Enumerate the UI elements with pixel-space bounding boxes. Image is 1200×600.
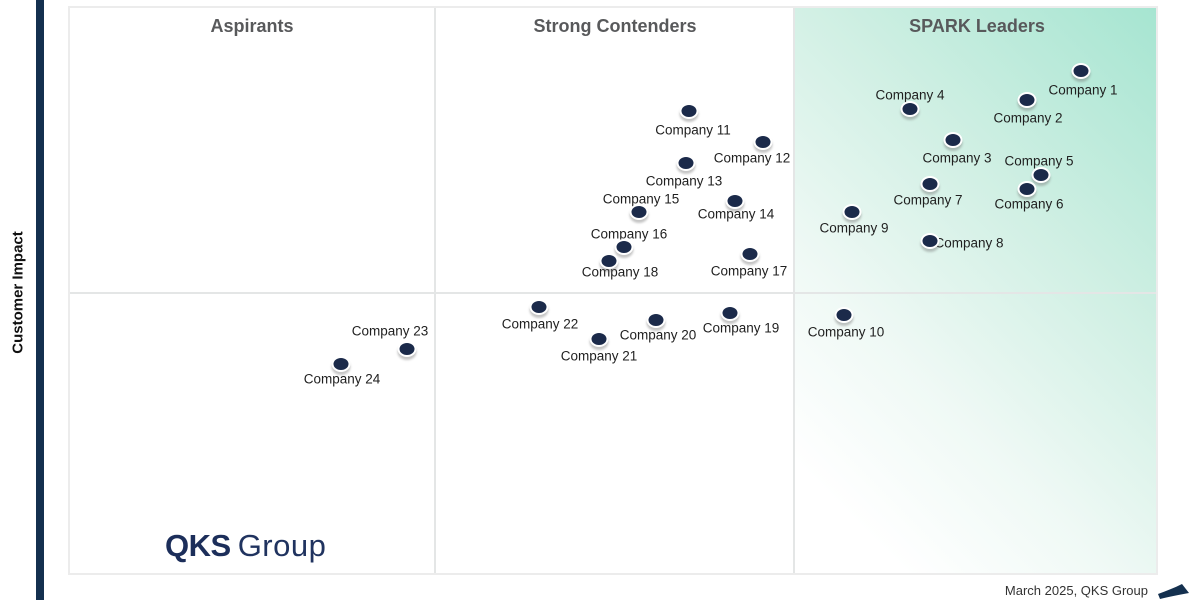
data-point-label: Company 21: [560, 348, 638, 364]
y-axis-line: [36, 0, 44, 600]
data-point-label: Company 18: [581, 264, 659, 280]
data-point-label: Company 13: [645, 173, 723, 189]
data-point: [1071, 63, 1091, 79]
quadrant-header-spark-leaders: SPARK Leaders: [909, 16, 1045, 36]
data-point: [920, 233, 940, 249]
data-point: [943, 132, 963, 148]
data-point-label: Company 19: [702, 320, 780, 336]
column-divider-line-2: [793, 8, 795, 573]
data-point: [920, 176, 940, 192]
data-point: [753, 134, 773, 150]
data-point: [1017, 92, 1037, 108]
data-point: [725, 193, 745, 209]
data-point: [529, 299, 549, 315]
logo-text-bold: QKS: [165, 528, 231, 563]
data-point: [1017, 181, 1037, 197]
data-point-label: Company 15: [602, 191, 680, 207]
data-point: [629, 204, 649, 220]
data-point: [720, 305, 740, 321]
data-point: [1031, 167, 1051, 183]
data-point: [397, 341, 417, 357]
qks-group-logo: QKS Group: [165, 528, 326, 564]
data-point: [614, 239, 634, 255]
points-layer: Company 1 Company 2 Company 3 Company 4 Comp…: [70, 8, 1156, 573]
x-axis-arrow-icon: [1158, 584, 1189, 599]
data-point-label: Company 3: [922, 150, 992, 166]
data-point-label: Company 16: [590, 226, 668, 242]
data-point-label: Company 10: [807, 324, 885, 340]
column-divider-line-1: [434, 8, 436, 573]
data-point: [599, 253, 619, 269]
data-point-label: Company 20: [619, 327, 697, 343]
quadrant-header-aspirants: Aspirants: [210, 16, 294, 36]
footnote-date-source: March 2025, QKS Group: [1004, 583, 1148, 598]
y-axis-label: Customer Impact: [9, 231, 27, 354]
logo-text-light: Group: [237, 528, 327, 563]
data-point: [676, 155, 696, 171]
data-point: [842, 204, 862, 220]
data-point-label: Company 6: [994, 196, 1064, 212]
data-point: [740, 246, 760, 262]
plot-area: Aspirants Strong Contenders SPARK Leader…: [68, 6, 1158, 575]
data-point-label: Company 11: [655, 122, 731, 138]
data-point-label: Company 17: [710, 263, 788, 279]
data-point-label: Company 12: [713, 150, 791, 166]
data-point-label: Company 2: [993, 110, 1063, 126]
row-divider-line: [70, 292, 1156, 294]
spark-leaders-gradient-zone: [795, 8, 1156, 573]
data-point: [679, 103, 699, 119]
data-point-label: Company 5: [1004, 153, 1074, 169]
data-point-label: Company 22: [501, 316, 579, 332]
data-point-label: Company 8: [934, 235, 1004, 251]
data-point-label: Company 24: [303, 371, 381, 387]
data-point: [834, 307, 854, 323]
data-point-label: Company 4: [875, 87, 945, 103]
quadrant-header-strong-contenders: Strong Contenders: [533, 16, 697, 36]
data-point-label: Company 9: [819, 220, 889, 236]
data-point: [646, 312, 666, 328]
data-point: [331, 356, 351, 372]
data-point: [900, 101, 920, 117]
data-point-label: Company 1: [1048, 82, 1118, 98]
data-point-label: Company 7: [893, 192, 963, 208]
data-point: [589, 331, 609, 347]
data-point-label: Company 14: [697, 206, 775, 222]
data-point-label: Company 23: [351, 323, 429, 339]
